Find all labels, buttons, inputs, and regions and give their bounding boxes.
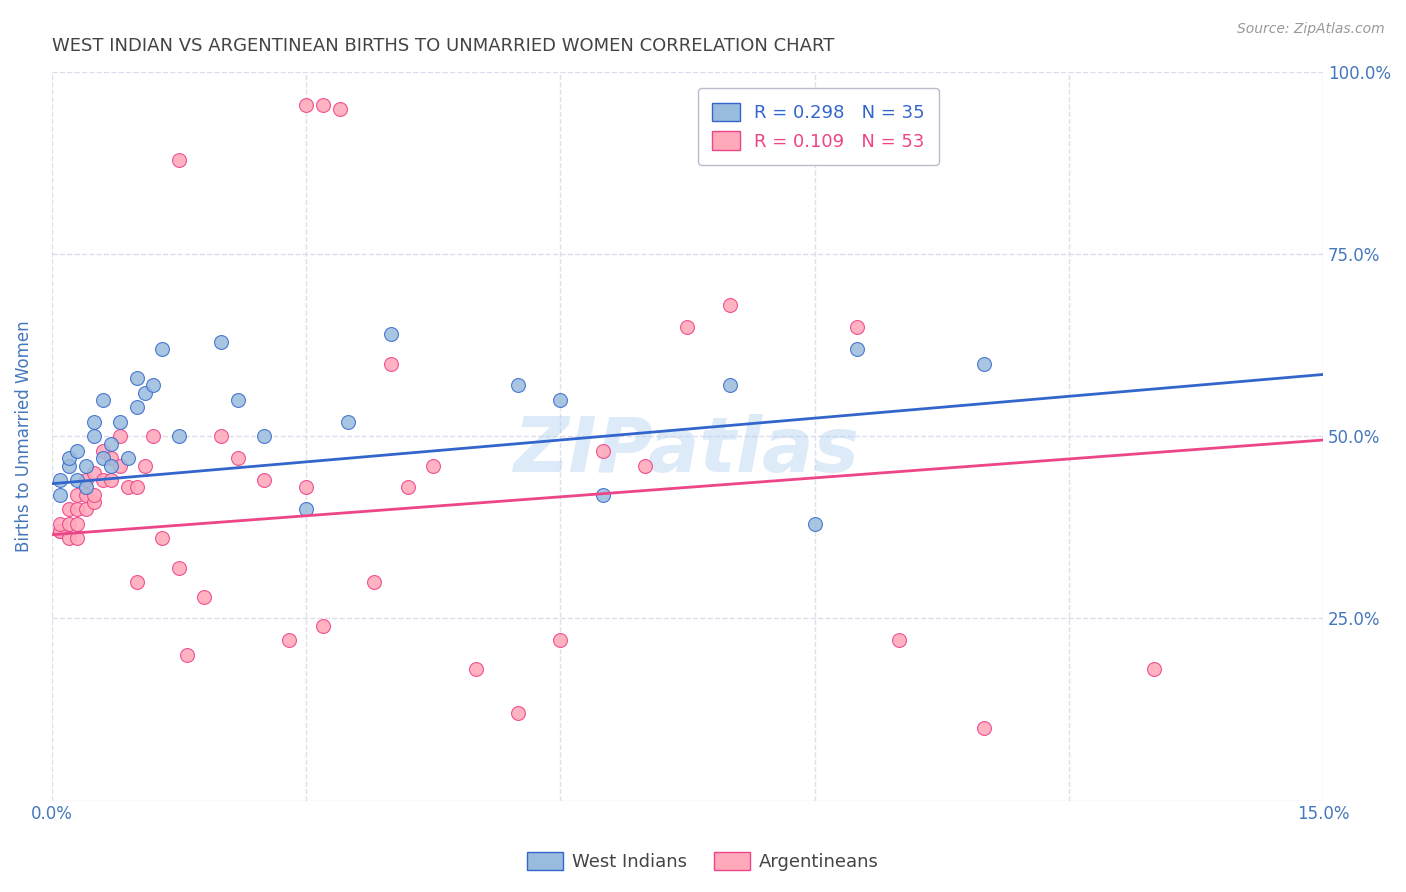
Point <box>380 327 402 342</box>
Point <box>295 502 318 516</box>
Legend: R = 0.298   N = 35, R = 0.109   N = 53: R = 0.298 N = 35, R = 0.109 N = 53 <box>697 88 939 165</box>
Point <box>167 153 190 167</box>
Point <box>58 451 80 466</box>
Point <box>718 378 741 392</box>
Point <box>83 415 105 429</box>
Point <box>889 633 911 648</box>
Point <box>209 429 232 443</box>
Point <box>134 458 156 473</box>
Point <box>49 524 72 538</box>
Point <box>49 524 72 538</box>
Point <box>634 458 657 473</box>
Point <box>108 415 131 429</box>
Point <box>142 378 165 392</box>
Point <box>150 532 173 546</box>
Point <box>58 502 80 516</box>
Point <box>278 633 301 648</box>
Point <box>49 516 72 531</box>
Point <box>803 516 825 531</box>
Text: Source: ZipAtlas.com: Source: ZipAtlas.com <box>1237 22 1385 37</box>
Point <box>209 334 232 349</box>
Point <box>846 320 869 334</box>
Point <box>506 378 529 392</box>
Point <box>676 320 699 334</box>
Point <box>100 436 122 450</box>
Point <box>75 502 97 516</box>
Point <box>380 357 402 371</box>
Point <box>226 451 249 466</box>
Point <box>49 488 72 502</box>
Text: WEST INDIAN VS ARGENTINEAN BIRTHS TO UNMARRIED WOMEN CORRELATION CHART: WEST INDIAN VS ARGENTINEAN BIRTHS TO UNM… <box>52 37 834 55</box>
Point <box>58 516 80 531</box>
Point <box>83 466 105 480</box>
Point <box>363 575 385 590</box>
Point <box>125 401 148 415</box>
Point <box>66 444 89 458</box>
Legend: West Indians, Argentineans: West Indians, Argentineans <box>520 845 886 879</box>
Point <box>253 429 276 443</box>
Point <box>464 663 486 677</box>
Point <box>108 429 131 443</box>
Point <box>422 458 444 473</box>
Point <box>66 516 89 531</box>
Point <box>91 451 114 466</box>
Point <box>75 473 97 487</box>
Point <box>226 392 249 407</box>
Point <box>142 429 165 443</box>
Point <box>66 502 89 516</box>
Point <box>66 488 89 502</box>
Point <box>1142 663 1164 677</box>
Point <box>125 575 148 590</box>
Point <box>506 706 529 721</box>
Point <box>75 458 97 473</box>
Point <box>295 98 318 112</box>
Point <box>83 429 105 443</box>
Point <box>117 480 139 494</box>
Point <box>167 560 190 574</box>
Point <box>718 298 741 312</box>
Point <box>117 451 139 466</box>
Point <box>592 444 614 458</box>
Point <box>91 392 114 407</box>
Y-axis label: Births to Unmarried Women: Births to Unmarried Women <box>15 320 32 552</box>
Point <box>973 357 995 371</box>
Point <box>550 633 572 648</box>
Point <box>58 458 80 473</box>
Point <box>125 480 148 494</box>
Point <box>973 721 995 735</box>
Point <box>75 480 97 494</box>
Point <box>176 648 198 662</box>
Point <box>100 473 122 487</box>
Point <box>83 495 105 509</box>
Point <box>100 451 122 466</box>
Point <box>167 429 190 443</box>
Point <box>66 532 89 546</box>
Point <box>66 473 89 487</box>
Point <box>49 473 72 487</box>
Point <box>58 532 80 546</box>
Point <box>134 385 156 400</box>
Point <box>100 458 122 473</box>
Point <box>337 415 360 429</box>
Point <box>91 444 114 458</box>
Point <box>150 342 173 356</box>
Point <box>312 619 335 633</box>
Point <box>253 473 276 487</box>
Point <box>846 342 869 356</box>
Point <box>396 480 419 494</box>
Point <box>312 98 335 112</box>
Text: ZIPatlas: ZIPatlas <box>515 414 860 488</box>
Point <box>550 392 572 407</box>
Point <box>125 371 148 385</box>
Point <box>295 480 318 494</box>
Point <box>108 458 131 473</box>
Point <box>329 102 352 116</box>
Point <box>83 488 105 502</box>
Point <box>193 590 215 604</box>
Point <box>91 473 114 487</box>
Point <box>75 488 97 502</box>
Point <box>592 488 614 502</box>
